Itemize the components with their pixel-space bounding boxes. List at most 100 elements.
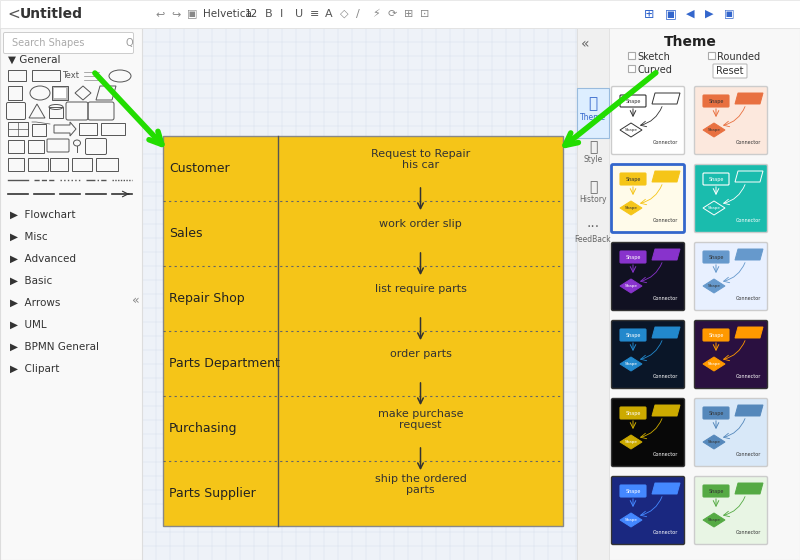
FancyBboxPatch shape [703, 407, 729, 419]
Text: ▣: ▣ [187, 9, 198, 19]
Text: «: « [581, 37, 590, 51]
Polygon shape [620, 201, 642, 215]
Text: Connector: Connector [652, 141, 678, 146]
Polygon shape [735, 405, 763, 416]
FancyBboxPatch shape [620, 95, 646, 107]
Bar [54, 88, 66, 98]
Text: Connector: Connector [735, 452, 761, 458]
Polygon shape [735, 249, 763, 260]
Bar [79, 123, 97, 135]
Bar [72, 158, 92, 171]
FancyBboxPatch shape [611, 165, 685, 232]
Text: Reset: Reset [716, 66, 744, 76]
Text: ◇: ◇ [340, 9, 349, 19]
Text: Shape: Shape [707, 206, 721, 210]
Bar [577, 28, 800, 560]
FancyBboxPatch shape [620, 407, 646, 419]
Bar [28, 158, 48, 171]
Polygon shape [652, 405, 680, 416]
Text: ▶  UML: ▶ UML [10, 320, 46, 330]
Polygon shape [652, 327, 680, 338]
Text: Parts Department: Parts Department [169, 357, 280, 370]
FancyBboxPatch shape [611, 242, 685, 310]
Bar [52, 86, 68, 100]
FancyBboxPatch shape [611, 320, 685, 389]
FancyBboxPatch shape [703, 95, 729, 107]
Text: Helvetica: Helvetica [203, 9, 252, 19]
Text: Connector: Connector [735, 530, 761, 535]
Polygon shape [703, 123, 725, 137]
Polygon shape [620, 123, 642, 137]
Text: History: History [579, 195, 606, 204]
Text: Shape: Shape [626, 333, 641, 338]
FancyBboxPatch shape [694, 320, 767, 389]
Bar [163, 136, 563, 526]
Text: 🕐: 🕐 [589, 180, 597, 194]
Polygon shape [735, 171, 763, 182]
Bar [577, 88, 609, 138]
Text: <: < [7, 7, 20, 21]
Text: Shape: Shape [625, 362, 638, 366]
Text: ◀: ◀ [686, 9, 694, 19]
FancyBboxPatch shape [611, 86, 685, 155]
Polygon shape [652, 249, 680, 260]
Polygon shape [620, 435, 642, 449]
Text: ▶  Flowchart: ▶ Flowchart [10, 210, 75, 220]
Polygon shape [652, 93, 680, 104]
Text: ⊡: ⊡ [420, 9, 430, 19]
Text: Shape: Shape [708, 488, 724, 493]
Polygon shape [652, 171, 680, 182]
Text: Connector: Connector [735, 296, 761, 301]
FancyBboxPatch shape [694, 165, 767, 232]
FancyBboxPatch shape [713, 64, 747, 78]
FancyBboxPatch shape [620, 329, 646, 341]
Text: Shape: Shape [708, 410, 724, 416]
FancyBboxPatch shape [620, 485, 646, 497]
FancyBboxPatch shape [694, 242, 767, 310]
Polygon shape [652, 483, 680, 494]
Text: ▶  Clipart: ▶ Clipart [10, 364, 59, 374]
Text: ⚡: ⚡ [372, 9, 380, 19]
Text: make purchase
request: make purchase request [378, 409, 463, 430]
Text: Connector: Connector [735, 375, 761, 380]
Text: A: A [325, 9, 333, 19]
Text: Shape: Shape [708, 176, 724, 181]
FancyBboxPatch shape [703, 173, 729, 185]
Text: Shape: Shape [708, 99, 724, 104]
Text: order parts: order parts [390, 349, 451, 360]
Text: ⟳: ⟳ [388, 9, 398, 19]
FancyBboxPatch shape [703, 251, 729, 263]
Bar [49, 107, 63, 118]
Bar [8, 158, 24, 171]
Text: Shape: Shape [625, 518, 638, 522]
Text: Shape: Shape [625, 284, 638, 288]
Text: Connector: Connector [652, 530, 678, 535]
Text: ≡: ≡ [310, 9, 319, 19]
Polygon shape [735, 483, 763, 494]
Polygon shape [703, 201, 725, 215]
Bar [96, 158, 118, 171]
Text: Shape: Shape [707, 284, 721, 288]
Text: U: U [295, 9, 303, 19]
Polygon shape [703, 513, 725, 527]
Text: Shape: Shape [626, 99, 641, 104]
Text: Customer: Customer [169, 162, 230, 175]
Text: Connector: Connector [735, 218, 761, 223]
Text: ▶: ▶ [705, 9, 714, 19]
Text: Repair Shop: Repair Shop [169, 292, 245, 305]
Bar [32, 70, 60, 81]
Bar [0, 0, 800, 28]
FancyBboxPatch shape [703, 329, 729, 341]
Text: Connector: Connector [652, 452, 678, 458]
Bar [8, 122, 28, 136]
Text: Connector: Connector [652, 218, 678, 223]
Text: Shape: Shape [626, 410, 641, 416]
Polygon shape [735, 327, 763, 338]
Text: Connector: Connector [735, 141, 761, 146]
Text: ↩: ↩ [155, 9, 164, 19]
Bar [8, 140, 24, 153]
FancyBboxPatch shape [3, 32, 134, 54]
Polygon shape [620, 513, 642, 527]
FancyBboxPatch shape [694, 86, 767, 155]
Text: ↪: ↪ [171, 9, 180, 19]
